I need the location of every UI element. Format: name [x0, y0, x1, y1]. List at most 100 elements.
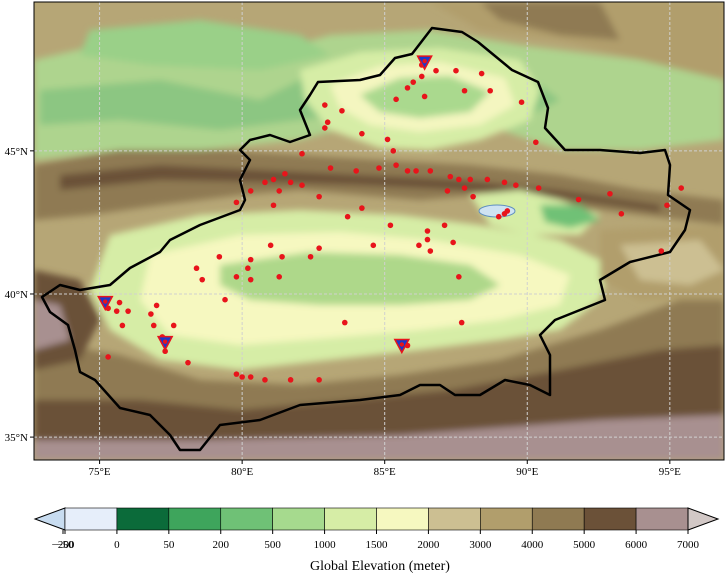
- station-dot: [370, 242, 377, 249]
- colorbar-label: 1500: [366, 539, 389, 551]
- lon-tick-label: 75°E: [89, 466, 111, 478]
- lon-tick-label: 90°E: [516, 466, 538, 478]
- station-dot: [461, 185, 468, 191]
- station-dot: [376, 165, 382, 171]
- colorbar-segment: [168, 507, 222, 531]
- station-dot: [276, 188, 283, 194]
- lat-tick-label: 45°N: [5, 146, 28, 158]
- station-dot: [299, 150, 305, 157]
- station-dot: [390, 148, 397, 154]
- station-dot: [413, 168, 419, 174]
- station-dot: [239, 374, 245, 380]
- station-dot: [247, 374, 254, 380]
- station-dot: [247, 256, 254, 263]
- colorbar-segment: [64, 507, 118, 531]
- station-dot: [384, 136, 391, 143]
- colorbar-label: 0: [114, 539, 120, 551]
- station-dot: [299, 182, 305, 188]
- station-dot: [316, 245, 322, 251]
- axis-ticks: 75°E 80°E 85°E 90°E 95°E 35°N 40°N 45°N: [5, 146, 682, 478]
- colorbar-title: Global Elevation (meter): [310, 559, 450, 574]
- station-dot: [427, 168, 434, 174]
- station-dot: [470, 193, 476, 200]
- triangle-marker-dot: [162, 339, 168, 344]
- station-dot: [404, 85, 411, 91]
- triangle-marker-dot: [399, 342, 405, 347]
- station-dot: [185, 359, 191, 366]
- station-dot: [501, 211, 508, 217]
- station-dot: [535, 185, 542, 191]
- colorbar-segment: [324, 507, 377, 531]
- station-dot: [658, 248, 665, 254]
- colorbar-segment: [531, 507, 585, 531]
- station-dot: [276, 274, 283, 280]
- station-dot: [150, 322, 157, 329]
- station-dot: [270, 176, 277, 183]
- station-dot: [262, 179, 268, 186]
- station-dot: [416, 242, 422, 249]
- station-dot: [487, 87, 493, 94]
- station-dot: [262, 377, 268, 383]
- colorbar-label: 5000: [573, 539, 596, 551]
- station-dot: [607, 190, 613, 197]
- colorbar-label: 6000: [625, 539, 648, 551]
- station-dot: [193, 265, 200, 272]
- station-dot: [353, 168, 359, 174]
- elevation-colorbar: −200−50 0 50 200 500 1000 1500 2000 3000 4000 5000…: [33, 507, 720, 551]
- station-dot: [153, 302, 160, 309]
- station-dot: [393, 162, 399, 168]
- station-dot: [287, 377, 294, 383]
- station-dot: [461, 87, 468, 94]
- station-dot: [322, 125, 328, 131]
- colorbar-label: −200: [52, 539, 75, 551]
- station-dot: [484, 176, 491, 183]
- station-dot: [270, 202, 277, 209]
- station-dot: [678, 185, 685, 191]
- colorbar-label: 2000: [417, 539, 440, 551]
- lat-tick-label: 35°N: [5, 432, 28, 444]
- colorbar-label: 3000: [469, 539, 492, 551]
- colorbar-segment: [272, 507, 325, 531]
- station-dot: [410, 79, 417, 85]
- station-dot: [467, 176, 474, 183]
- colorbar-segment: [687, 507, 720, 531]
- station-dot: [267, 242, 274, 249]
- station-dot: [450, 239, 456, 246]
- station-dot: [316, 193, 322, 200]
- station-dot: [424, 236, 431, 243]
- station-dot: [575, 196, 582, 203]
- station-dot: [105, 354, 111, 360]
- station-dot: [233, 199, 240, 206]
- colorbar-label: 200: [213, 539, 230, 551]
- colorbar-segment: [480, 507, 533, 531]
- station-dot: [341, 319, 348, 326]
- station-dot: [327, 165, 334, 171]
- station-dot: [316, 377, 322, 383]
- station-dot: [421, 93, 428, 100]
- colorbar-segment: [635, 507, 689, 531]
- colorbar-label: 7000: [677, 539, 700, 551]
- sounding-stations: [97, 55, 433, 355]
- station-dot: [518, 99, 525, 105]
- lat-tick-label: 40°N: [5, 289, 28, 301]
- station-dot: [339, 107, 345, 114]
- colorbar-label: 500: [264, 539, 281, 551]
- station-dot: [418, 73, 425, 80]
- station-dot: [444, 188, 451, 194]
- station-dot: [456, 274, 462, 280]
- station-dot: [359, 205, 365, 211]
- colorbar-segment: [583, 507, 637, 531]
- colorbar-segment: [428, 507, 481, 531]
- station-dot: [344, 213, 351, 220]
- colorbar-label: 4000: [521, 539, 544, 551]
- region-boundary: [40, 26, 692, 452]
- weather-stations: [105, 62, 685, 383]
- station-dot: [441, 222, 448, 229]
- station-dot: [233, 371, 240, 377]
- station-dot: [245, 265, 251, 272]
- station-dot: [287, 179, 294, 186]
- colorbar-label: 50: [163, 539, 175, 551]
- lon-tick-label: 80°E: [231, 466, 253, 478]
- triangle-marker-dot: [422, 58, 427, 64]
